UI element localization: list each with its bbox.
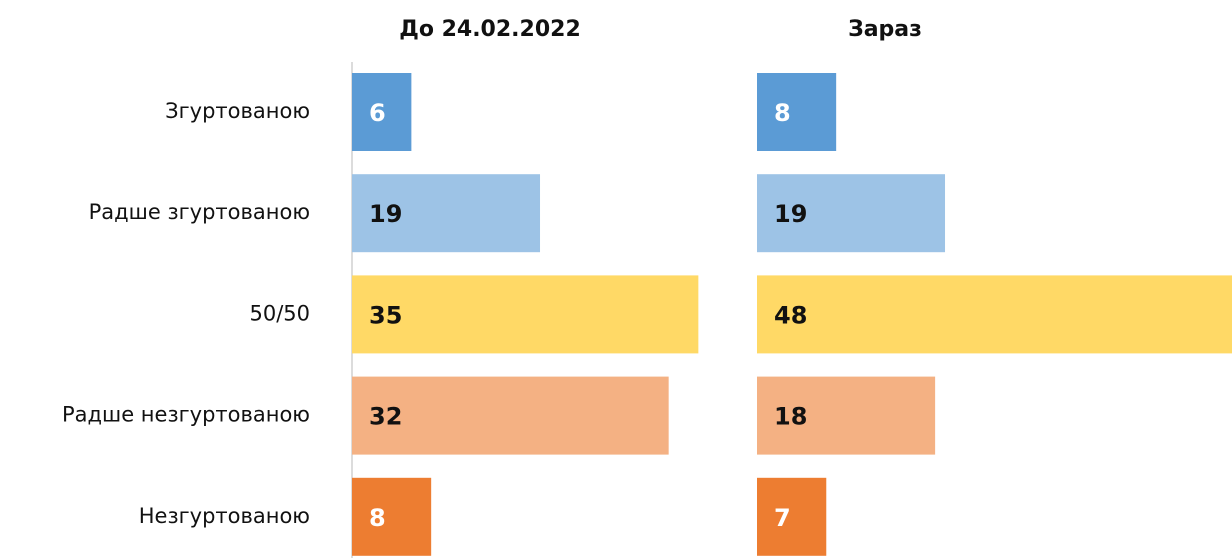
category-label: Радше згуртованою	[89, 200, 310, 224]
value-label: 48	[774, 301, 807, 329]
panel-title: До 24.02.2022	[399, 17, 581, 42]
value-label: 8	[774, 99, 791, 127]
value-label: 18	[774, 403, 807, 431]
bar	[757, 376, 936, 455]
value-label: 35	[369, 301, 402, 329]
category-label: Незгуртованою	[139, 504, 310, 528]
category-label: Радше незгуртованою	[62, 403, 310, 427]
bar	[757, 477, 827, 556]
category-label: 50/50	[249, 301, 310, 325]
value-label: 7	[774, 504, 791, 532]
value-label: 32	[369, 403, 402, 431]
bar	[352, 174, 541, 253]
category-label: Згуртованою	[165, 99, 310, 123]
bar	[757, 73, 837, 151]
value-label: 6	[369, 99, 386, 127]
value-label: 8	[369, 504, 386, 532]
bar	[352, 275, 699, 354]
bar	[757, 174, 946, 253]
bar	[352, 477, 432, 556]
bar	[352, 376, 669, 455]
value-label: 19	[774, 200, 807, 228]
panel-title: Зараз	[848, 17, 922, 42]
bar	[757, 275, 1232, 354]
value-label: 19	[369, 200, 402, 228]
bar	[352, 73, 412, 151]
